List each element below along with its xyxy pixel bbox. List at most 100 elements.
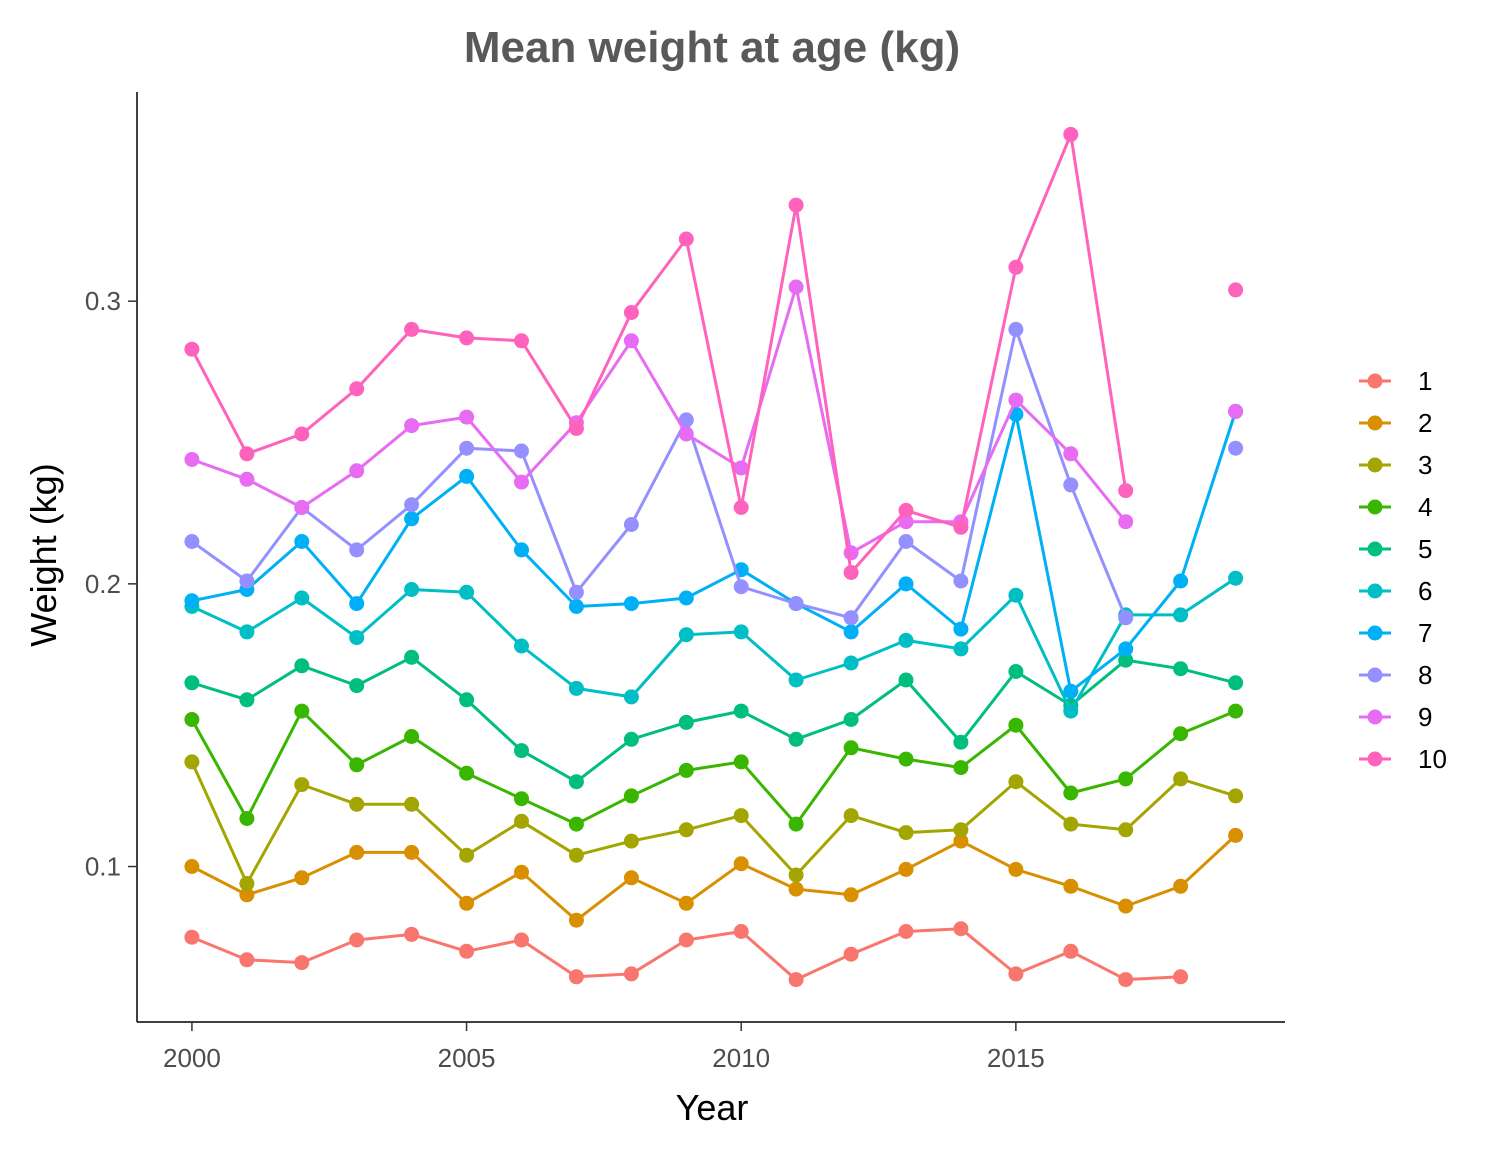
data-point xyxy=(788,972,804,988)
data-point xyxy=(1063,126,1079,142)
data-point xyxy=(568,816,584,832)
data-point xyxy=(788,881,804,897)
data-point xyxy=(294,658,310,674)
data-point xyxy=(898,502,914,518)
legend-label: 1 xyxy=(1418,366,1432,396)
legend-key-point xyxy=(1367,415,1383,431)
legend-label: 2 xyxy=(1418,408,1432,438)
data-point xyxy=(184,712,200,727)
data-point xyxy=(733,460,749,476)
data-point xyxy=(568,969,584,985)
data-point xyxy=(843,610,859,626)
data-point xyxy=(1118,898,1134,914)
y-tick-label: 0.1 xyxy=(85,852,121,882)
legend-item-3: 3 xyxy=(1359,450,1432,480)
legend-label: 6 xyxy=(1418,576,1432,606)
data-point xyxy=(733,500,749,515)
data-point xyxy=(953,833,969,849)
data-point xyxy=(1173,661,1189,677)
data-point xyxy=(1118,972,1134,988)
data-point xyxy=(514,542,529,558)
data-point xyxy=(1063,446,1079,462)
data-point xyxy=(678,627,694,643)
data-point xyxy=(1228,827,1244,843)
data-point xyxy=(1228,570,1244,586)
data-point xyxy=(623,870,639,886)
data-point xyxy=(1063,943,1079,959)
data-point xyxy=(349,796,365,812)
y-axis-title: Weight (kg) xyxy=(23,463,64,646)
data-point xyxy=(953,621,969,637)
data-point xyxy=(294,590,310,606)
data-point xyxy=(1228,788,1244,804)
data-point xyxy=(733,579,749,595)
data-point xyxy=(184,593,200,609)
legend-label: 9 xyxy=(1418,702,1432,732)
legend-label: 5 xyxy=(1418,534,1432,564)
data-point xyxy=(1008,774,1024,790)
data-point xyxy=(678,822,694,838)
data-point xyxy=(1008,321,1024,337)
legend-label: 7 xyxy=(1418,618,1432,648)
data-point xyxy=(1063,477,1079,493)
data-point xyxy=(623,966,639,982)
legend-label: 4 xyxy=(1418,492,1432,522)
data-point xyxy=(349,542,365,558)
data-point xyxy=(1063,878,1079,894)
data-point xyxy=(1173,969,1189,985)
series-line-2 xyxy=(191,834,1237,922)
data-point xyxy=(514,743,529,759)
data-point xyxy=(898,672,914,688)
data-point xyxy=(568,680,584,696)
data-point xyxy=(843,565,859,580)
data-point xyxy=(349,630,365,646)
data-point xyxy=(1118,641,1134,657)
data-point xyxy=(514,638,529,654)
data-point xyxy=(184,341,200,357)
data-point xyxy=(1173,771,1189,787)
data-point xyxy=(349,844,365,860)
data-point xyxy=(953,573,969,589)
data-point xyxy=(623,596,639,612)
x-axis-ticks: 2000 2005 2010 2015 xyxy=(163,1022,1045,1073)
legend-item-9: 9 xyxy=(1359,702,1432,732)
data-point xyxy=(514,864,529,880)
x-axis-title: Year xyxy=(676,1087,749,1128)
data-point xyxy=(1008,587,1024,603)
data-point xyxy=(349,381,365,397)
data-point xyxy=(294,870,310,886)
data-point xyxy=(898,632,914,648)
data-point xyxy=(623,305,639,320)
data-point xyxy=(788,731,804,747)
data-point xyxy=(514,443,529,459)
data-point xyxy=(184,859,200,874)
data-point xyxy=(678,231,694,247)
data-point xyxy=(184,754,200,770)
series-6 xyxy=(184,570,1244,719)
data-point xyxy=(459,895,475,911)
legend-key-point xyxy=(1367,373,1383,389)
y-tick-label: 0.3 xyxy=(85,286,121,316)
data-point xyxy=(898,576,914,592)
x-tick-label: 2000 xyxy=(163,1043,221,1073)
data-point xyxy=(1118,822,1134,838)
data-point xyxy=(239,446,255,462)
data-point xyxy=(898,514,914,530)
data-point xyxy=(404,926,420,942)
data-point xyxy=(514,791,529,807)
data-point xyxy=(404,582,420,597)
data-point xyxy=(1008,664,1024,679)
data-point xyxy=(294,426,310,442)
data-point xyxy=(678,412,694,428)
data-point xyxy=(349,463,365,479)
data-point xyxy=(568,774,584,790)
data-point xyxy=(953,641,969,657)
data-point xyxy=(349,596,365,612)
data-point xyxy=(788,867,804,883)
series-line-7 xyxy=(191,410,1238,693)
data-point xyxy=(1228,703,1244,719)
data-point xyxy=(1228,675,1244,691)
data-point xyxy=(239,471,255,487)
data-point xyxy=(404,497,420,513)
data-point xyxy=(1063,683,1079,699)
